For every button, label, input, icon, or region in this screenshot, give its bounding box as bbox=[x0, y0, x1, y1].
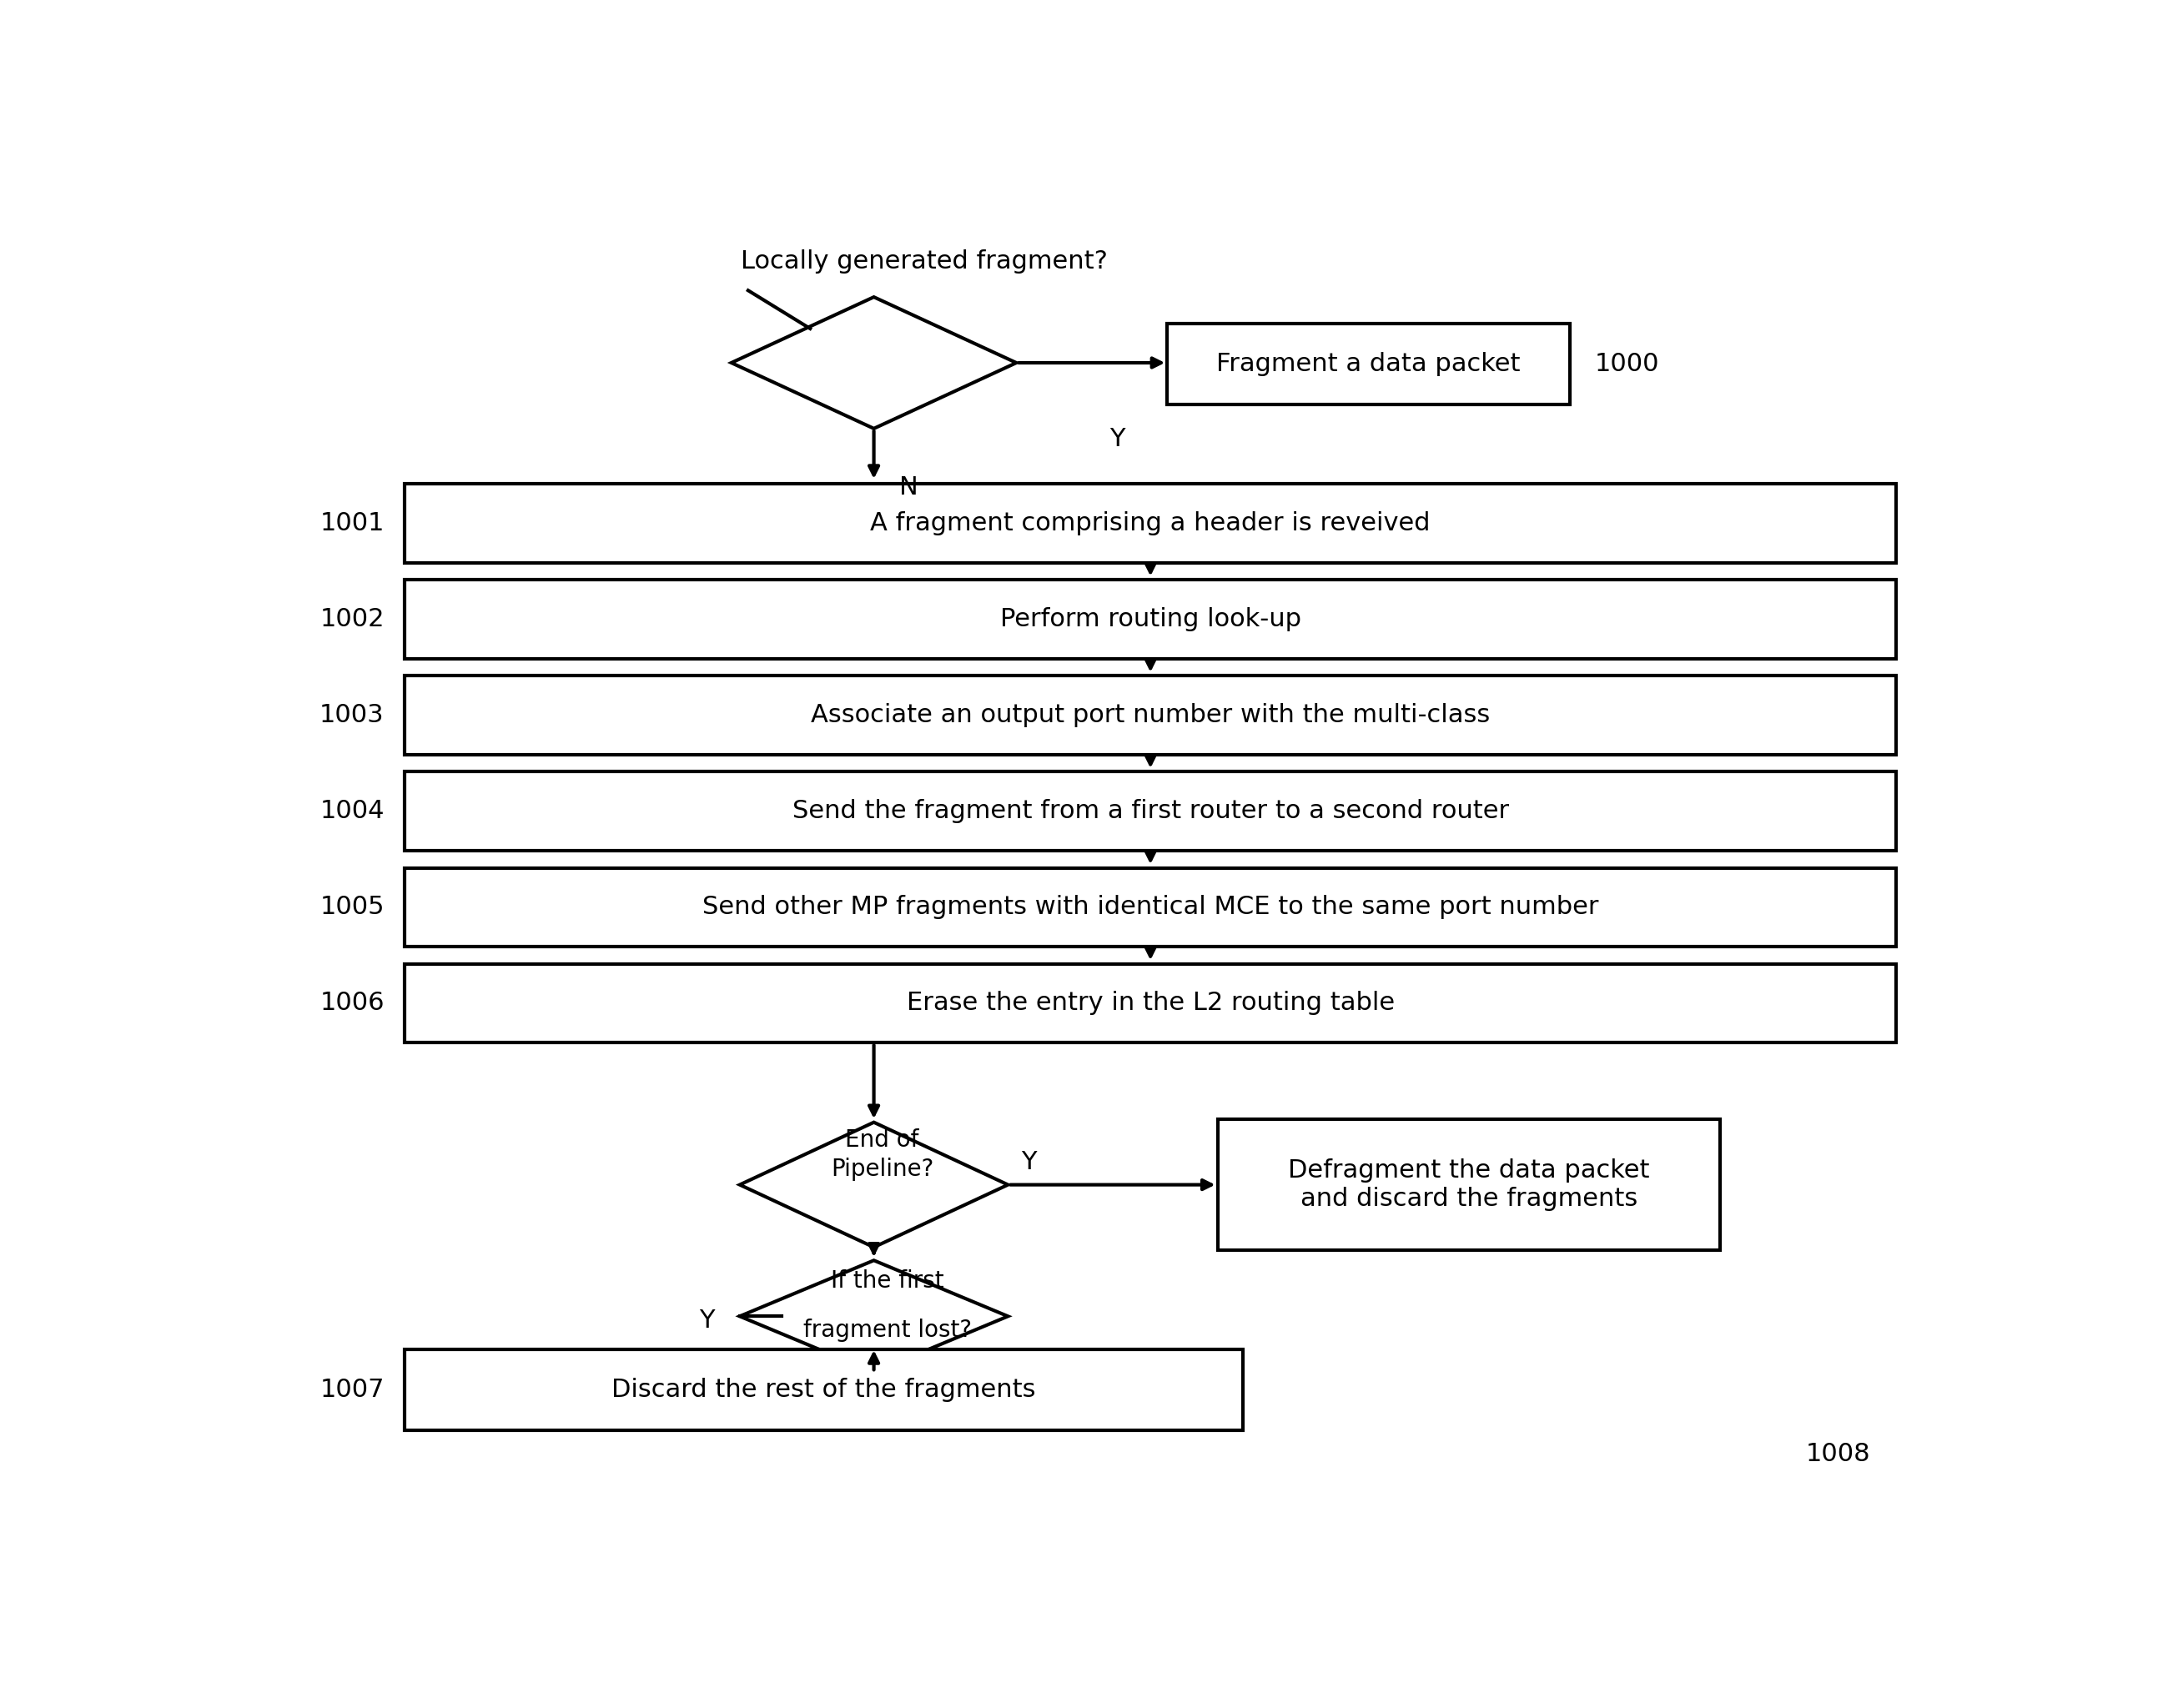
Text: Y: Y bbox=[1110, 427, 1125, 451]
Text: If the first: If the first bbox=[831, 1269, 943, 1293]
Text: 1003: 1003 bbox=[320, 704, 385, 728]
Text: N: N bbox=[900, 475, 917, 500]
Text: 1006: 1006 bbox=[320, 991, 385, 1015]
Text: Pipeline?: Pipeline? bbox=[831, 1158, 934, 1180]
Text: Defragment the data packet
and discard the fragments: Defragment the data packet and discard t… bbox=[1289, 1158, 1650, 1211]
Polygon shape bbox=[740, 1261, 1008, 1372]
Text: Send other MP fragments with identical MCE to the same port number: Send other MP fragments with identical M… bbox=[703, 895, 1598, 919]
Text: Erase the entry in the L2 routing table: Erase the entry in the L2 routing table bbox=[906, 991, 1395, 1015]
Text: Locally generated fragment?: Locally generated fragment? bbox=[740, 249, 1107, 273]
Bar bbox=[404, 676, 1897, 755]
Bar bbox=[1168, 323, 1570, 405]
Text: Y: Y bbox=[1021, 1149, 1036, 1175]
Text: 1008: 1008 bbox=[1806, 1442, 1871, 1467]
Polygon shape bbox=[731, 297, 1017, 429]
Bar bbox=[404, 868, 1897, 946]
Text: fragment lost?: fragment lost? bbox=[802, 1319, 971, 1342]
Text: 1005: 1005 bbox=[320, 895, 385, 919]
Text: 1004: 1004 bbox=[320, 799, 385, 823]
Text: A fragment comprising a header is reveived: A fragment comprising a header is reveiv… bbox=[870, 511, 1430, 535]
Text: 1000: 1000 bbox=[1594, 352, 1659, 376]
Text: 1001: 1001 bbox=[320, 511, 385, 535]
Text: Fragment a data packet: Fragment a data packet bbox=[1216, 352, 1521, 376]
Text: Associate an output port number with the multi-class: Associate an output port number with the… bbox=[811, 704, 1490, 728]
Polygon shape bbox=[740, 1122, 1008, 1247]
Bar bbox=[404, 1349, 1242, 1431]
Text: 1002: 1002 bbox=[320, 606, 385, 632]
Bar bbox=[1218, 1119, 1720, 1250]
Bar bbox=[404, 483, 1897, 562]
Text: 1007: 1007 bbox=[320, 1378, 385, 1402]
Bar bbox=[404, 772, 1897, 851]
Bar bbox=[404, 963, 1897, 1042]
Bar bbox=[404, 579, 1897, 659]
Text: Y: Y bbox=[699, 1308, 714, 1332]
Text: End of: End of bbox=[846, 1129, 919, 1151]
Text: Discard the rest of the fragments: Discard the rest of the fragments bbox=[612, 1378, 1036, 1402]
Text: Send the fragment from a first router to a second router: Send the fragment from a first router to… bbox=[792, 799, 1510, 823]
Text: Perform routing look-up: Perform routing look-up bbox=[999, 606, 1300, 632]
